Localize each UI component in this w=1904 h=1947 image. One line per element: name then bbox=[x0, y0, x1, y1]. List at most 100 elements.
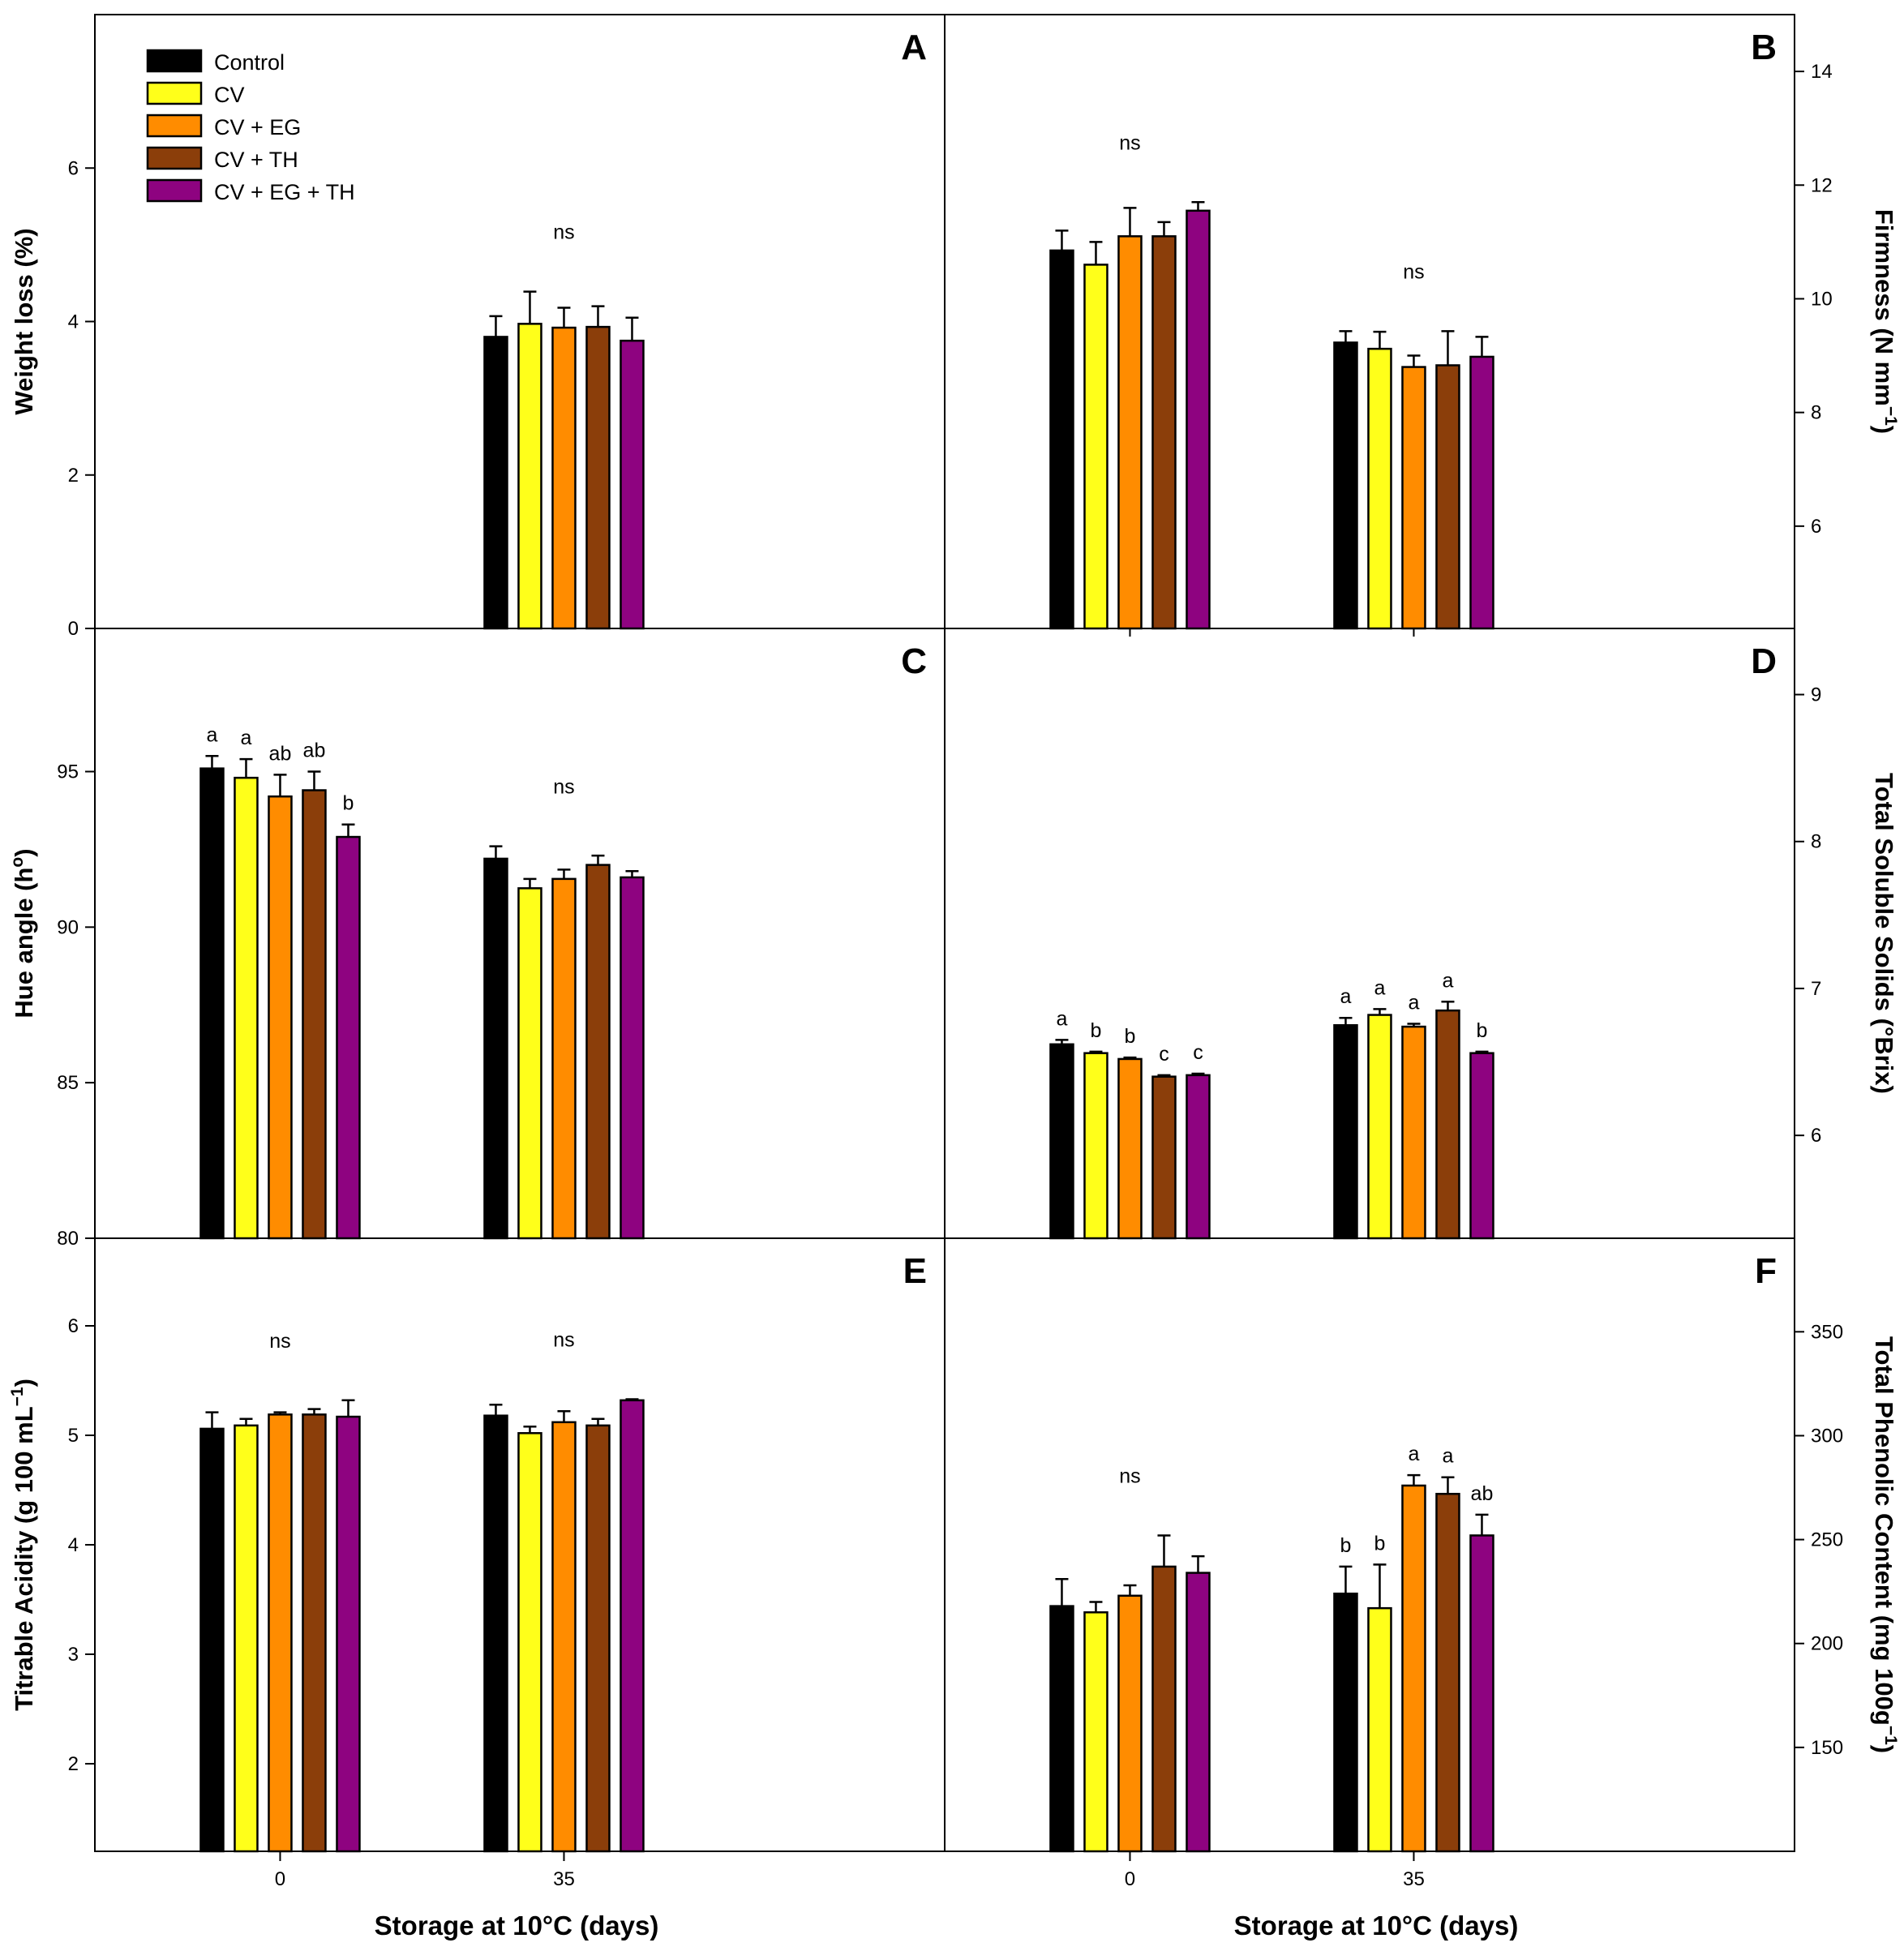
y-axis-label-main: Titrable Acidity (g 100 mL bbox=[10, 1406, 38, 1711]
bar bbox=[517, 323, 542, 630]
x-tick-label: 35 bbox=[553, 1868, 575, 1890]
panel-label: D bbox=[1751, 641, 1777, 681]
y-axis-label-main: Total Phenolic Content (mg 100g bbox=[1870, 1336, 1898, 1726]
legend-swatch bbox=[146, 81, 203, 105]
bar bbox=[585, 864, 611, 1240]
y-tick-label: 80 bbox=[57, 1228, 79, 1250]
bar bbox=[1117, 1594, 1143, 1853]
bar bbox=[199, 767, 225, 1240]
panel-e: 2 3 4 5 6 Titrable Acidity (g 100 mL−1) Ens ns 0… bbox=[8, 1237, 946, 1890]
y-tick-label: 95 bbox=[57, 761, 79, 783]
y-tick-label: 4 bbox=[68, 1534, 79, 1556]
y-axis-label-sup: −1 bbox=[1881, 1726, 1900, 1745]
bar bbox=[336, 1415, 361, 1853]
y-axis-label-end: ) bbox=[10, 848, 38, 856]
y-axis-label: Weight loss (%) bbox=[10, 228, 38, 414]
y-tick-label: 6 bbox=[68, 1315, 79, 1337]
bar bbox=[620, 1399, 645, 1853]
y-axis-label: Firmness (N mm−1) bbox=[1870, 209, 1900, 434]
y-axis-label-end: ) bbox=[1870, 426, 1898, 434]
y-axis-label-main: Weight loss (%) bbox=[10, 228, 38, 414]
legend-label: CV + TH bbox=[214, 148, 298, 172]
bar bbox=[1367, 347, 1392, 630]
y-tick-label: 2 bbox=[68, 1753, 79, 1775]
bar bbox=[1049, 1605, 1074, 1853]
y-tick-label: 7 bbox=[1811, 978, 1821, 1000]
y-axis-label: Hue angle (ho) bbox=[8, 848, 38, 1018]
y-tick-label: 90 bbox=[57, 916, 79, 938]
x-tick-label: 0 bbox=[275, 1868, 285, 1890]
bar bbox=[1083, 1052, 1109, 1240]
significance-label: a bbox=[1443, 969, 1454, 992]
bar bbox=[620, 339, 645, 630]
bar bbox=[517, 1432, 542, 1853]
y-tick-label: 8 bbox=[1811, 402, 1821, 424]
x-axis-label-left: Storage at 10°C (days) bbox=[375, 1911, 659, 1941]
bar bbox=[268, 795, 293, 1240]
bar bbox=[1049, 1043, 1074, 1240]
y-tick-label: 350 bbox=[1811, 1321, 1843, 1343]
significance-label: ab bbox=[1471, 1482, 1494, 1505]
bar bbox=[199, 1427, 225, 1853]
panel-b: 6 8 10 12 14 Firmness (N mm−1) Bns ns bbox=[944, 14, 1900, 637]
significance-label: a bbox=[241, 727, 252, 749]
y-axis-label-end: ) bbox=[1870, 1745, 1898, 1753]
y-tick-label: 200 bbox=[1811, 1633, 1843, 1655]
bar bbox=[585, 325, 611, 630]
y-tick-label: 0 bbox=[68, 618, 79, 640]
panel-label: A bbox=[901, 28, 927, 67]
y-axis-label-sup: o bbox=[8, 857, 27, 868]
bar bbox=[1049, 249, 1074, 630]
significance-label: ns bbox=[1403, 260, 1424, 283]
bar bbox=[1333, 1024, 1358, 1240]
significance-label: a bbox=[207, 723, 218, 746]
y-tick-label: 3 bbox=[68, 1644, 79, 1666]
bar bbox=[1151, 1565, 1177, 1853]
y-tick-label: 9 bbox=[1811, 684, 1821, 706]
y-tick-label: 6 bbox=[68, 157, 79, 179]
bar bbox=[336, 835, 361, 1240]
y-tick-label: 5 bbox=[68, 1425, 79, 1447]
legend-swatch bbox=[146, 49, 203, 73]
panel-a: 0 2 4 6 Weight loss (%) Ans bbox=[10, 14, 946, 640]
panel-label: E bbox=[903, 1251, 927, 1291]
bar bbox=[268, 1413, 293, 1853]
significance-label: a bbox=[1374, 976, 1386, 999]
significance-label: ns bbox=[1119, 131, 1140, 154]
y-axis-label-sup: −1 bbox=[8, 1387, 27, 1406]
bar bbox=[551, 877, 577, 1240]
x-axis-label-right: Storage at 10°C (days) bbox=[1234, 1911, 1519, 1941]
panel-label: F bbox=[1755, 1251, 1777, 1291]
bar bbox=[1401, 1484, 1426, 1853]
significance-label: ns bbox=[269, 1330, 290, 1353]
bar bbox=[302, 789, 327, 1240]
bar bbox=[1367, 1606, 1392, 1853]
y-tick-label: 150 bbox=[1811, 1737, 1843, 1759]
y-tick-label: 8 bbox=[1811, 831, 1821, 853]
legend-label: CV + EG + TH bbox=[214, 180, 355, 204]
y-tick-label: 6 bbox=[1811, 1125, 1821, 1147]
y-tick-label: 6 bbox=[1811, 516, 1821, 538]
y-axis-label-main: Total Soluble Solids (°Brix) bbox=[1870, 773, 1898, 1094]
significance-label: ns bbox=[553, 776, 574, 799]
y-tick-label: 14 bbox=[1811, 61, 1833, 83]
legend-swatch bbox=[146, 146, 203, 170]
bar bbox=[1186, 1572, 1211, 1853]
bar bbox=[483, 1414, 508, 1853]
significance-label: b bbox=[343, 792, 354, 815]
bar bbox=[483, 857, 508, 1240]
significance-label: c bbox=[1159, 1043, 1169, 1066]
panel-label: B bbox=[1751, 28, 1777, 67]
y-tick-label: 2 bbox=[68, 465, 79, 487]
bar bbox=[1083, 264, 1109, 630]
bar bbox=[1435, 1009, 1460, 1240]
significance-label: ns bbox=[553, 1328, 574, 1351]
y-axis-label: Titrable Acidity (g 100 mL−1) bbox=[8, 1379, 38, 1711]
significance-label: a bbox=[1409, 991, 1420, 1014]
bar bbox=[302, 1413, 327, 1853]
bar bbox=[551, 1421, 577, 1853]
bar bbox=[585, 1424, 611, 1853]
